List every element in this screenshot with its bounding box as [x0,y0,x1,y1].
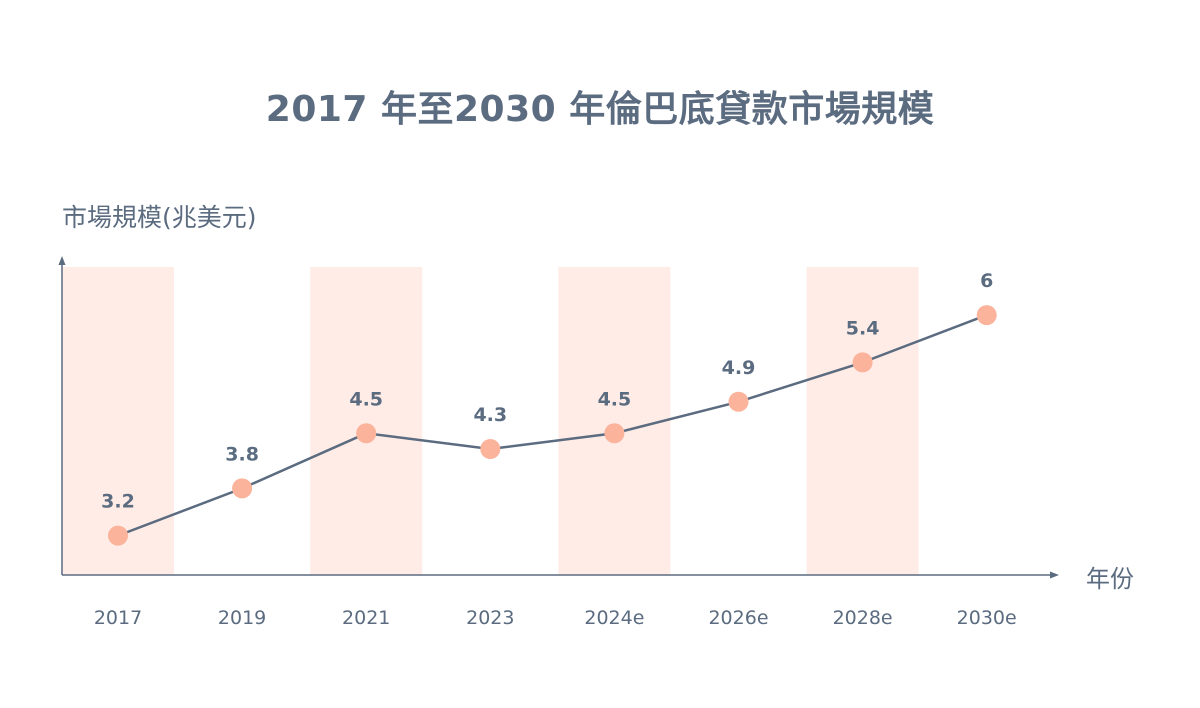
data-point-2017 [108,525,128,546]
x-tick-label-2019: 2019 [218,607,266,629]
chart-title: 2017 年至2030 年倫巴底貸款市場規模 [265,89,935,130]
data-point-2030e [976,305,997,326]
x-tick-labels: 2017 2019 2021 2023 2024e 2026e 2028e 2030e [94,607,1017,629]
value-label-2026e: 4.9 [722,357,756,379]
value-labels: 3.2 3.8 4.5 4.3 4.5 4.9 5.4 6 [101,270,993,513]
markers [108,305,997,546]
x-tick-label-2017: 2017 [94,607,142,629]
value-label-2028e: 5.4 [846,317,880,339]
x-tick-label-2023: 2023 [466,607,514,629]
data-point-2024e [604,423,625,444]
x-tick-label-2028e: 2028e [833,607,893,629]
series-line [117,313,988,537]
highlight-band-2024e [558,267,671,575]
x-tick-label-2026e: 2026e [708,607,768,629]
data-point-2023 [480,439,501,459]
x-tick-label-2030e: 2030e [957,607,1017,629]
highlight-band-2028e [806,267,919,575]
value-label-2023: 4.3 [473,404,507,426]
data-point-2021 [356,423,377,444]
value-label-2024e: 4.5 [598,388,632,410]
value-label-2019: 3.8 [225,443,259,465]
x-axis-arrow [1050,571,1059,579]
data-point-2019 [232,478,253,499]
y-axis-arrow [58,256,66,265]
highlight-band-2021 [310,267,423,575]
value-label-2017: 3.2 [101,491,135,513]
x-tick-label-2024e: 2024e [584,607,644,629]
data-point-2028e [852,352,873,373]
x-tick-label-2021: 2021 [342,607,390,629]
value-label-2021: 4.5 [349,388,383,410]
highlight-band-2017 [62,267,174,575]
highlight-bands [62,267,919,575]
value-label-2030e: 6 [980,270,993,292]
y-axis-label: 市場規模(兆美元) [62,203,257,232]
x-axis-label: 年份 [1086,565,1134,593]
data-point-2026e [728,391,749,412]
